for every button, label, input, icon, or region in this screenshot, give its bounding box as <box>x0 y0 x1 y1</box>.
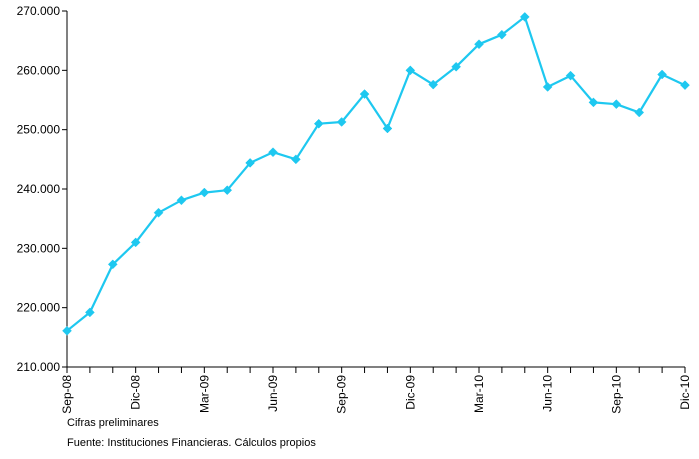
data-point-marker <box>634 107 645 118</box>
data-point-marker <box>405 65 416 76</box>
y-tick-label: 210.000 <box>17 360 61 374</box>
data-point-marker <box>451 61 461 72</box>
x-tick-label: Dic-09 <box>403 375 417 410</box>
series-layer <box>62 12 690 336</box>
data-point-marker <box>428 79 439 90</box>
data-point-marker <box>542 82 553 92</box>
data-point-marker <box>199 187 210 198</box>
y-tick-label: 250.000 <box>17 123 61 137</box>
y-tick-label: 270.000 <box>17 4 61 18</box>
data-point-marker <box>565 70 576 81</box>
y-tick-label: 260.000 <box>17 63 61 77</box>
x-tick-label: Sep-10 <box>609 375 623 414</box>
y-tick-label: 230.000 <box>17 241 61 255</box>
data-point-marker <box>222 185 233 196</box>
x-tick-label: Jun-10 <box>541 375 555 412</box>
data-point-marker <box>85 307 95 318</box>
data-point-marker <box>313 118 324 129</box>
series-line <box>66 15 686 332</box>
x-axis-ticks: Sep-08 Dic-08 Mar-09 Jun-09 Sep-09 Dic-09 Mar-… <box>60 367 692 414</box>
x-tick-label: Mar-10 <box>472 375 486 413</box>
y-tick-label: 240.000 <box>17 182 61 196</box>
y-axis-ticks: 210.000 220.000 230.000 240.000 250.000 260.0… <box>17 4 67 374</box>
x-tick-label: Jun-09 <box>266 375 280 412</box>
data-point-marker <box>497 29 507 40</box>
data-point-marker <box>359 89 370 99</box>
data-point-marker <box>268 147 278 158</box>
preliminary-note: Cifras preliminares <box>67 417 159 429</box>
data-point-marker <box>657 69 667 80</box>
source-note: Fuente: Instituciones Financieras. Cálcu… <box>67 437 316 449</box>
data-point-marker <box>474 39 484 50</box>
x-tick-label: Mar-09 <box>197 375 211 413</box>
data-point-marker <box>62 325 72 336</box>
data-point-marker <box>153 207 164 218</box>
data-point-marker <box>176 195 187 206</box>
x-tick-label: Sep-09 <box>335 375 349 414</box>
data-point-marker <box>680 80 690 91</box>
data-point-marker <box>130 237 141 248</box>
data-point-marker <box>107 259 118 270</box>
data-point-marker <box>336 117 347 127</box>
x-tick-label: Dic-08 <box>129 375 143 410</box>
data-point-marker <box>611 99 622 110</box>
data-point-marker <box>588 97 599 108</box>
y-tick-label: 220.000 <box>17 301 61 315</box>
data-point-marker <box>519 12 530 22</box>
data-point-marker <box>291 154 301 165</box>
chart-axes <box>66 11 685 368</box>
data-point-marker <box>245 158 255 168</box>
x-tick-label: Sep-08 <box>60 375 74 414</box>
data-point-marker <box>382 123 393 134</box>
x-tick-label: Dic-10 <box>678 375 692 410</box>
